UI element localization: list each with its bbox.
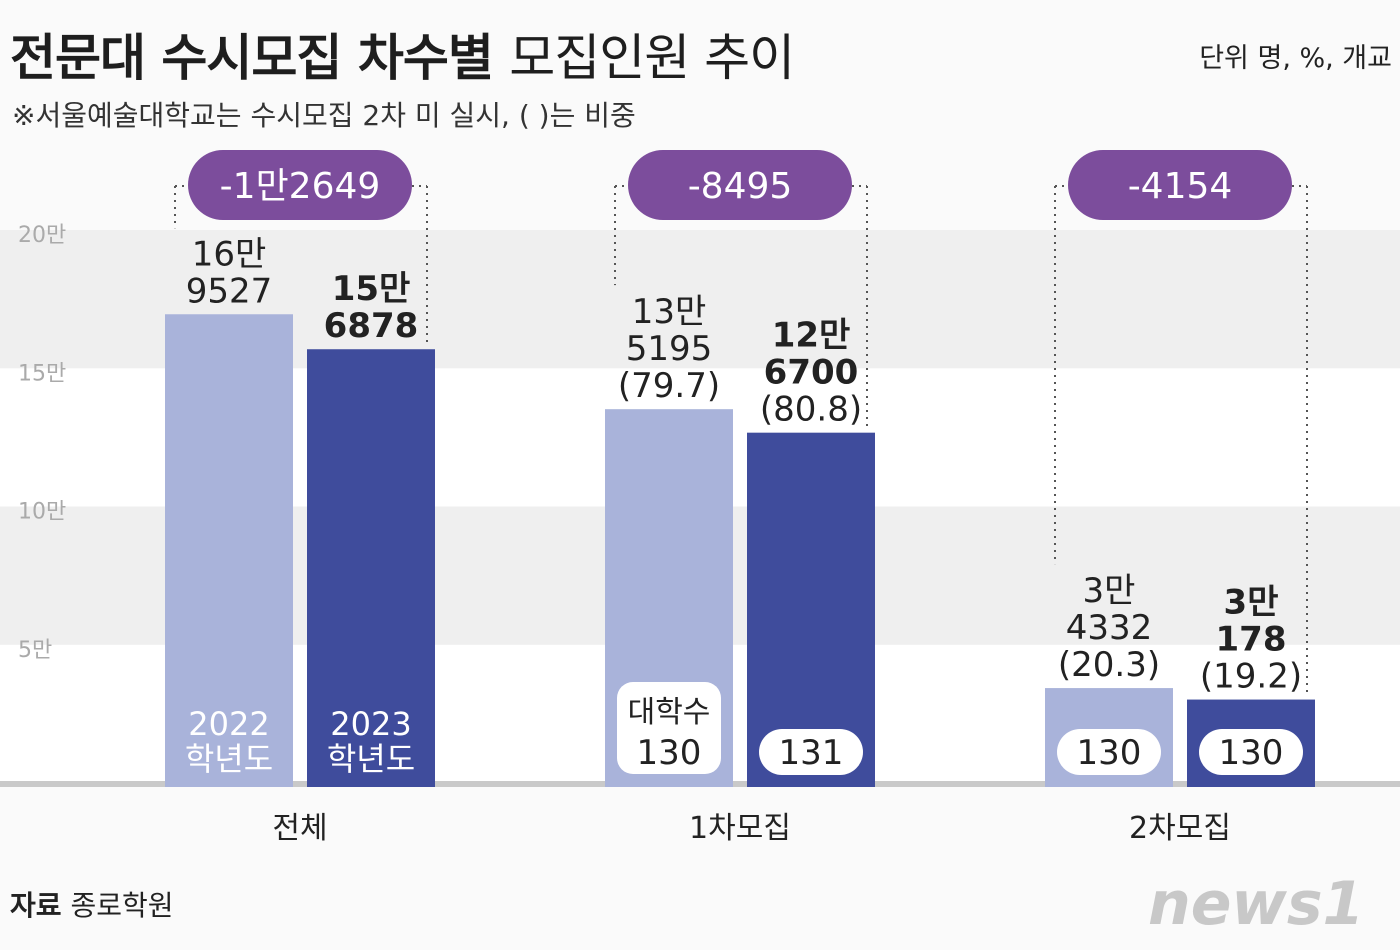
x-category-label: 2차모집 [1129,811,1231,846]
school-count-label: 130 [637,733,702,773]
value-label: 3만 [1083,571,1136,611]
value-label: 12만 [772,316,851,356]
difference-label: -4154 [1128,166,1233,207]
share-label: (19.2) [1200,657,1302,697]
title-sub: 모집인원 추이 [509,29,795,87]
difference-label: -8495 [688,166,793,207]
news1-logo: news1 [1148,869,1364,939]
source-note: 자료 종로학원 [10,884,173,924]
value-label: 3만 [1224,583,1279,623]
chart-subtitle: ※서울예술대학교는 수시모집 2차 미 실시, ( )는 비중 [12,99,636,132]
school-count-pill [1057,729,1161,775]
y-tick-label: 10만 [18,500,66,525]
school-count-pill [759,729,863,775]
school-count-label: 131 [779,733,844,773]
y-tick-label: 20만 [18,223,66,248]
share-label: (20.3) [1058,645,1160,685]
value-label: 6878 [324,306,419,346]
value-label: 15만 [332,269,411,309]
unit-note: 단위 명, %, 개교 [1199,43,1392,74]
source-value: 종로학원 [70,889,174,922]
school-count-label: 130 [1219,733,1284,773]
school-note-label: 대학수 [628,695,711,730]
difference-label: -1만2649 [220,166,381,207]
value-label: 5195 [626,329,713,369]
title-main: 전문대 수시모집 차수별 [10,29,494,87]
x-category-label: 전체 [272,811,327,846]
share-label: (80.8) [760,390,862,430]
difference-pill [1068,150,1292,220]
news1-logo-text: news1 [1148,869,1364,939]
school-count-label: 130 [1077,733,1142,773]
y-tick-label: 5만 [18,638,52,663]
value-label: 6700 [764,353,859,393]
bar-year-label: 2022 [188,705,269,743]
bar [307,349,435,787]
x-category-label: 1차모집 [689,811,791,846]
value-label: 4332 [1066,608,1153,648]
school-count-pill [617,682,721,774]
y-tick-label: 15만 [18,361,66,386]
value-label: 16만 [192,234,267,274]
value-label: 9527 [186,271,273,311]
value-label: 178 [1216,620,1287,660]
value-label: 13만 [632,292,707,332]
chart-title: 전문대 수시모집 차수별 모집인원 추이 [10,18,795,90]
bar-year-label: 2023 [330,705,411,743]
bar-year-label: 학년도 [185,740,273,778]
difference-pill [628,150,852,220]
bar [165,314,293,787]
bar [747,432,875,787]
difference-pill [188,150,412,220]
source-label: 자료 [10,889,62,922]
share-label: (79.7) [618,366,720,406]
bar-year-label: 학년도 [327,740,415,778]
school-count-pill [1199,729,1303,775]
